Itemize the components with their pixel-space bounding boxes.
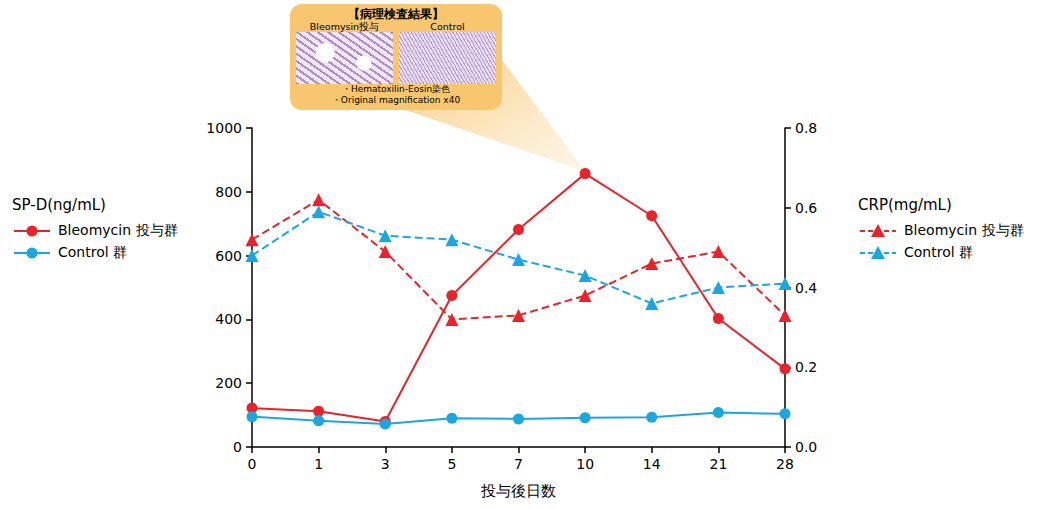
html-text:SP-D(ng/mL): SP-D(ng/mL) (12, 196, 106, 214)
svg-text:投与後日数: 投与後日数 (480, 482, 556, 500)
svg-text:21: 21 (709, 456, 727, 472)
html-text:Bleomysin投与: Bleomysin投与 (309, 21, 380, 32)
svg-text:0.0: 0.0 (795, 439, 817, 455)
svg-text:1: 1 (314, 456, 323, 472)
svg-text:0.6: 0.6 (795, 200, 817, 216)
html-text:Control 群: Control 群 (904, 244, 974, 260)
html-text:【病理検査結果】: 【病理検査結果】 (348, 7, 444, 21)
html-text:・Original magnification x40: ・Original magnification x40 (331, 95, 461, 105)
svg-text:3: 3 (381, 456, 390, 472)
html-text:Control 群: Control 群 (58, 244, 128, 260)
html-text:・Hematoxilin-Eosin染色: ・Hematoxilin-Eosin染色 (341, 84, 451, 94)
svg-text:200: 200 (215, 375, 242, 391)
svg-text:0: 0 (248, 456, 257, 472)
html-text:Control: Control (430, 21, 465, 32)
svg-text:10: 10 (576, 456, 594, 472)
svg-text:14: 14 (643, 456, 661, 472)
svg-text:1000: 1000 (206, 120, 242, 136)
svg-text:0.8: 0.8 (795, 120, 817, 136)
html-text:Bleomycin 投与群: Bleomycin 投与群 (904, 222, 1024, 238)
html-text:CRP(mg/mL): CRP(mg/mL) (858, 196, 952, 214)
svg-text:0.2: 0.2 (795, 359, 817, 375)
svg-text:28: 28 (776, 456, 794, 472)
svg-text:0: 0 (233, 439, 242, 455)
html-text:Bleomycin 投与群: Bleomycin 投与群 (58, 222, 178, 238)
svg-text:0.4: 0.4 (795, 280, 817, 296)
svg-text:7: 7 (514, 456, 523, 472)
svg-text:600: 600 (215, 248, 242, 264)
svg-text:5: 5 (447, 456, 456, 472)
svg-text:800: 800 (215, 184, 242, 200)
svg-text:400: 400 (215, 311, 242, 327)
